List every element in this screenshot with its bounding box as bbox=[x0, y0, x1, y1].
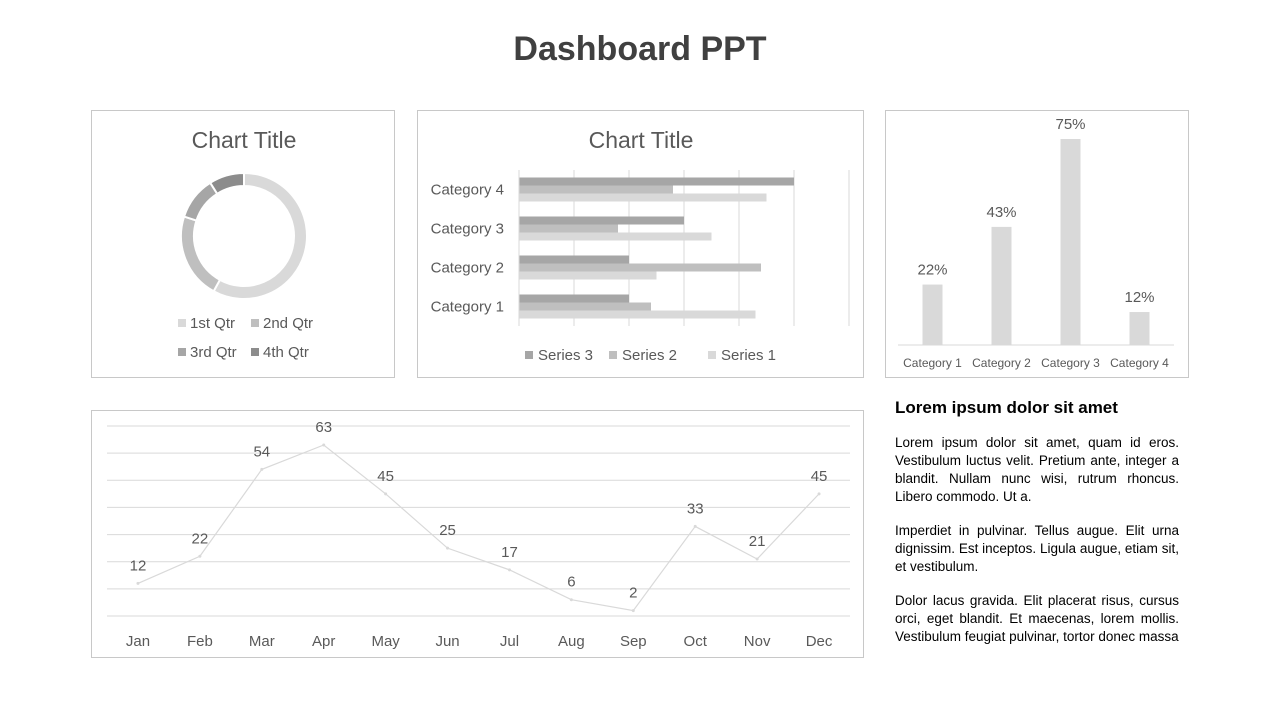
legend-label: 2nd Qtr bbox=[263, 315, 313, 332]
bar bbox=[1060, 139, 1081, 345]
data-label: 54 bbox=[253, 443, 270, 460]
text-paragraph-1: Lorem ipsum dolor sit amet, quam id eros… bbox=[895, 435, 1179, 504]
category-label: Feb bbox=[187, 633, 213, 650]
data-label: 22 bbox=[192, 530, 209, 547]
line-chart-panel: 12 Jan 22 Feb 54 Mar 63 Apr 45 May 25 Jun 17 Jul 6 Aug 2… bbox=[91, 410, 864, 658]
chart-title: Chart Title bbox=[589, 127, 694, 153]
data-point bbox=[755, 557, 759, 561]
bar bbox=[1129, 312, 1150, 345]
column-chart-panel: 22% Category 1 43% Category 2 75% Category 3 1… bbox=[885, 110, 1189, 378]
category-label: Nov bbox=[744, 633, 771, 650]
category-label: Category 3 bbox=[431, 221, 504, 238]
data-label: 75% bbox=[1055, 116, 1085, 133]
legend-swatch bbox=[525, 351, 533, 359]
legend-swatch bbox=[609, 351, 617, 359]
bar bbox=[519, 193, 767, 202]
legend-label: 4th Qtr bbox=[263, 344, 309, 361]
category-label: Category 1 bbox=[903, 356, 962, 370]
bar bbox=[922, 284, 943, 345]
category-label: Mar bbox=[249, 633, 275, 650]
legend-swatch bbox=[708, 351, 716, 359]
data-point bbox=[631, 609, 635, 613]
bar bbox=[519, 216, 684, 225]
page-title: Dashboard PPT bbox=[513, 30, 767, 68]
bar bbox=[519, 302, 651, 311]
category-label: Dec bbox=[806, 633, 833, 650]
text-heading: Lorem ipsum dolor sit amet bbox=[895, 398, 1118, 417]
doughnut-slice bbox=[212, 171, 308, 300]
data-label: 33 bbox=[687, 500, 704, 517]
series-line bbox=[137, 444, 820, 612]
data-label: 2 bbox=[629, 585, 637, 602]
category-label: May bbox=[371, 633, 400, 650]
horizontal-bar-chart: Chart Title Category 1 Category 2 Category … bbox=[431, 127, 850, 364]
data-point bbox=[136, 581, 140, 585]
data-point bbox=[198, 554, 202, 558]
bar bbox=[519, 224, 618, 233]
category-label: Jul bbox=[500, 633, 519, 650]
data-point bbox=[446, 546, 450, 550]
chart-title: Chart Title bbox=[192, 127, 297, 153]
bar bbox=[519, 177, 794, 186]
text-paragraph-2: Imperdiet in pulvinar. Tellus augue. Eli… bbox=[895, 523, 1179, 574]
category-label: Jun bbox=[435, 633, 459, 650]
legend-label: 1st Qtr bbox=[190, 315, 235, 332]
data-label: 25 bbox=[439, 522, 456, 539]
category-label: Oct bbox=[684, 633, 708, 650]
doughnut-chart: Chart Title 1st Qtr 2nd Qtr 3rd Qtr 4th Qtr bbox=[178, 127, 313, 361]
line-chart: 12 Jan 22 Feb 54 Mar 63 Apr 45 May 25 Jun 17 Jul 6 Aug 2… bbox=[107, 419, 850, 650]
doughnut-slice bbox=[208, 171, 245, 196]
data-point bbox=[322, 443, 326, 447]
horizontal-bar-chart-panel: Chart Title Category 1 Category 2 Category … bbox=[417, 110, 864, 378]
text-block: Lorem ipsum dolor sit amet Lorem ipsum d… bbox=[895, 398, 1179, 662]
data-label: 6 bbox=[567, 574, 575, 591]
category-label: Category 1 bbox=[431, 299, 504, 316]
legend-swatch bbox=[251, 348, 259, 356]
text-paragraph-3: Dolor lacus gravida. Elit placerat risus… bbox=[895, 593, 1179, 644]
bar bbox=[519, 255, 629, 264]
category-label: Sep bbox=[620, 633, 647, 650]
data-point bbox=[693, 524, 697, 528]
bar bbox=[991, 226, 1012, 345]
data-point bbox=[569, 598, 573, 602]
data-label: 12 bbox=[130, 557, 147, 574]
data-label: 22% bbox=[917, 262, 947, 279]
legend-swatch bbox=[251, 319, 259, 327]
category-label: Jan bbox=[126, 633, 150, 650]
doughnut-slice bbox=[180, 215, 222, 293]
data-label: 45 bbox=[377, 468, 394, 485]
bar bbox=[519, 271, 657, 280]
data-point bbox=[507, 568, 511, 572]
legend-swatch bbox=[178, 319, 186, 327]
category-label: Category 4 bbox=[431, 182, 504, 199]
bar bbox=[519, 185, 673, 194]
data-point bbox=[260, 467, 264, 471]
bar bbox=[519, 294, 629, 303]
legend-label: Series 1 bbox=[721, 347, 776, 364]
category-label: Category 4 bbox=[1110, 356, 1169, 370]
legend-swatch bbox=[178, 348, 186, 356]
bar bbox=[519, 232, 712, 241]
data-point bbox=[817, 492, 821, 496]
data-label: 12% bbox=[1124, 289, 1154, 306]
doughnut-chart-panel: Chart Title 1st Qtr 2nd Qtr 3rd Qtr 4th Qtr bbox=[91, 110, 395, 378]
data-label: 63 bbox=[315, 419, 332, 436]
category-label: Category 2 bbox=[431, 260, 504, 277]
data-label: 17 bbox=[501, 544, 518, 561]
category-label: Category 2 bbox=[972, 356, 1031, 370]
bar bbox=[519, 263, 761, 272]
legend-label: 3rd Qtr bbox=[190, 344, 237, 361]
doughnut-slice bbox=[182, 181, 219, 222]
legend-label: Series 3 bbox=[538, 347, 593, 364]
column-chart: 22% Category 1 43% Category 2 75% Category 3 1… bbox=[898, 116, 1174, 370]
data-label: 21 bbox=[749, 533, 766, 550]
legend-label: Series 2 bbox=[622, 347, 677, 364]
category-label: Category 3 bbox=[1041, 356, 1100, 370]
data-label: 45 bbox=[811, 468, 828, 485]
category-label: Aug bbox=[558, 633, 585, 650]
data-point bbox=[384, 492, 388, 496]
category-label: Apr bbox=[312, 633, 335, 650]
bar bbox=[519, 310, 756, 319]
data-label: 43% bbox=[986, 204, 1016, 221]
